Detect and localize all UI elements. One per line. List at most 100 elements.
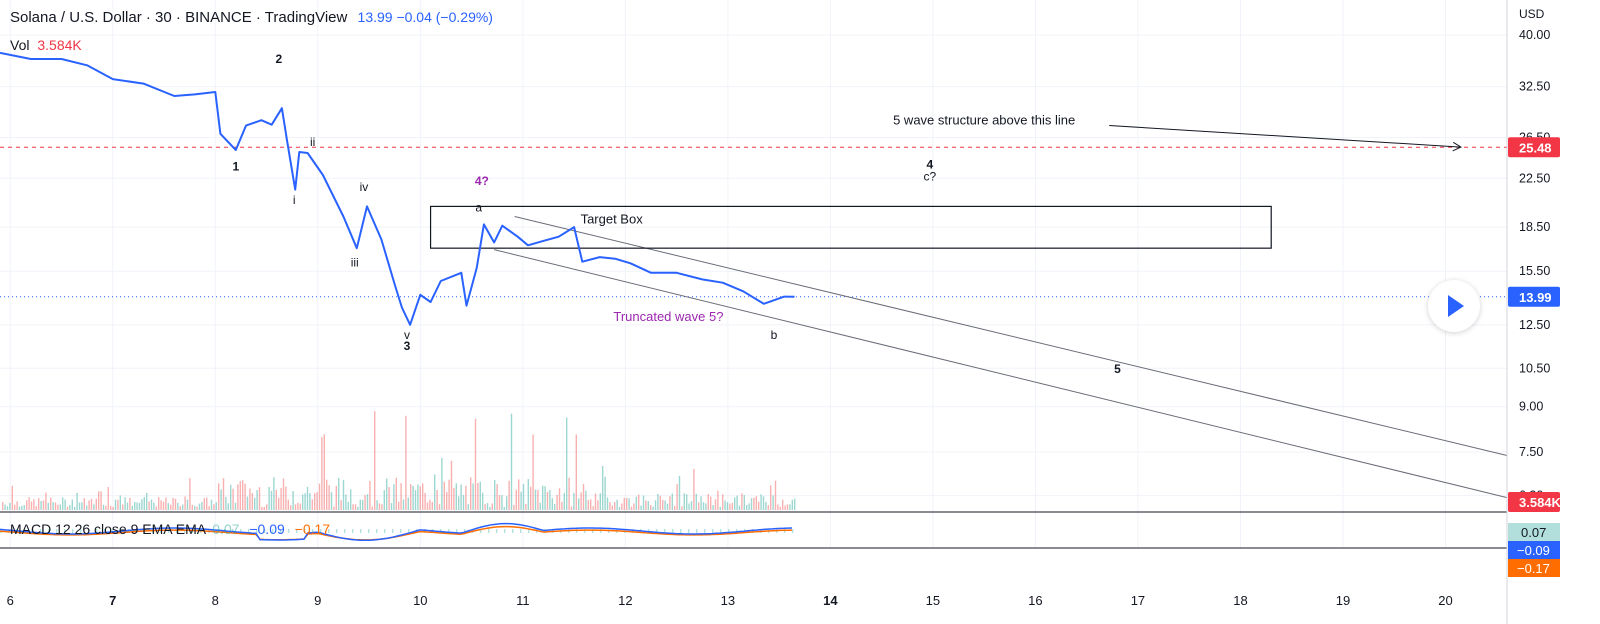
macd-legend-label: MACD 12 26 close 9 EMA EMA (10, 521, 206, 537)
volume-bar (18, 506, 21, 510)
macd-histogram-bar (688, 529, 690, 533)
volume-bar (256, 489, 258, 510)
volume-badge-bg (1508, 492, 1560, 512)
volume-bar (455, 483, 457, 510)
price-series (0, 51, 795, 326)
volume-bar (239, 481, 241, 510)
volume-bar (107, 487, 109, 510)
volume-bar (23, 505, 25, 510)
volume-bar (424, 492, 426, 510)
volume-bar (652, 506, 654, 510)
volume-bar (174, 498, 177, 510)
volume-bar (186, 499, 189, 510)
volume-bar (659, 495, 661, 510)
macd-legend[interactable]: MACD 12 26 close 9 EMA EMA 0.07 −0.09 −0… (10, 521, 330, 537)
volume-bar (38, 498, 40, 510)
volume-bar (328, 485, 330, 510)
volume-bar (395, 477, 397, 510)
volume-bar (700, 496, 702, 510)
volume-bar (146, 492, 148, 510)
volume-bar (230, 484, 232, 510)
volume-bar (770, 485, 772, 510)
volume-bar (66, 506, 69, 510)
volume-bar (407, 497, 409, 510)
volume-bar (436, 490, 438, 510)
x-tick-label: 11 (516, 593, 530, 608)
wave-label: Truncated wave 5? (613, 309, 723, 324)
volume-bar (42, 500, 45, 510)
volume-bar (357, 506, 359, 510)
volume-bar (213, 504, 215, 510)
volume-bar (561, 501, 563, 510)
volume-bar (777, 504, 779, 510)
y-tick-label: 9.00 (1519, 400, 1543, 414)
volume-bar (755, 496, 757, 510)
volume-bar (760, 494, 762, 510)
volume-bar (549, 490, 551, 510)
volume-bar (453, 487, 455, 510)
volume-bar (750, 498, 753, 510)
volume-bar (196, 506, 198, 510)
volume-bar (525, 504, 527, 510)
volume-bar (626, 497, 628, 510)
volume-bar (678, 475, 681, 510)
macd-histogram-bar (792, 529, 794, 533)
volume-bar (748, 503, 750, 510)
volume-bar (292, 491, 294, 510)
macd-histogram-bar (72, 529, 74, 533)
x-tick-label: 13 (721, 593, 735, 608)
volume-bar (566, 417, 568, 510)
macd-histogram-bar (448, 529, 450, 533)
volume-bar (81, 502, 83, 510)
volume-bar (249, 488, 251, 510)
volume-bar (374, 411, 376, 510)
target-box-label: Target Box (581, 211, 644, 226)
volume-bar (148, 501, 150, 510)
volume-bar (498, 495, 501, 510)
wave-label: ii (310, 135, 315, 149)
volume-bar (657, 493, 659, 510)
channel-lines: Target Box (0, 125, 1508, 499)
volume-bar (47, 502, 49, 510)
replay-play-button[interactable] (1428, 280, 1480, 332)
macd-histogram-bar (376, 529, 378, 533)
macd-histogram-bar (32, 529, 34, 533)
macd-histogram-bar (592, 529, 594, 533)
volume-bar (544, 486, 546, 510)
symbol-title[interactable]: Solana / U.S. Dollar · 30 · BINANCE · Tr… (10, 9, 348, 26)
volume-bar (662, 499, 664, 510)
volume-bar (443, 481, 445, 510)
volume-bar (261, 506, 263, 510)
macd-histogram-bar (392, 529, 394, 533)
volume-bar (621, 503, 623, 510)
volume-bar (83, 498, 85, 510)
macd-histogram-bar (184, 529, 186, 533)
volume-bar (410, 484, 412, 510)
volume-bar (386, 478, 388, 510)
volume-bar (606, 497, 609, 510)
volume-bar (342, 479, 345, 510)
volume-bar (201, 502, 203, 510)
volume-bar (638, 494, 640, 510)
volume-bar (237, 484, 239, 510)
volume-legend[interactable]: Vol 3.584K (10, 37, 82, 53)
volume-bar (630, 506, 633, 510)
volume-bar (501, 495, 503, 510)
volume-bar (702, 502, 705, 510)
macd-histogram-bar (632, 529, 634, 533)
x-tick-label: 15 (926, 593, 940, 608)
volume-bar (119, 495, 121, 510)
volume-bar (270, 490, 273, 510)
volume-bar (21, 505, 23, 510)
volume-bar (592, 506, 594, 510)
macd-histogram-bar (520, 529, 522, 533)
volume-bar (772, 495, 774, 510)
volume-bar (429, 499, 431, 510)
volume-bar (388, 487, 390, 510)
volume-bar (714, 499, 717, 510)
volume-bar (302, 494, 304, 510)
volume-bar (333, 506, 335, 510)
x-tick-label: 20 (1438, 593, 1452, 608)
macd-histogram-bar (456, 529, 458, 533)
